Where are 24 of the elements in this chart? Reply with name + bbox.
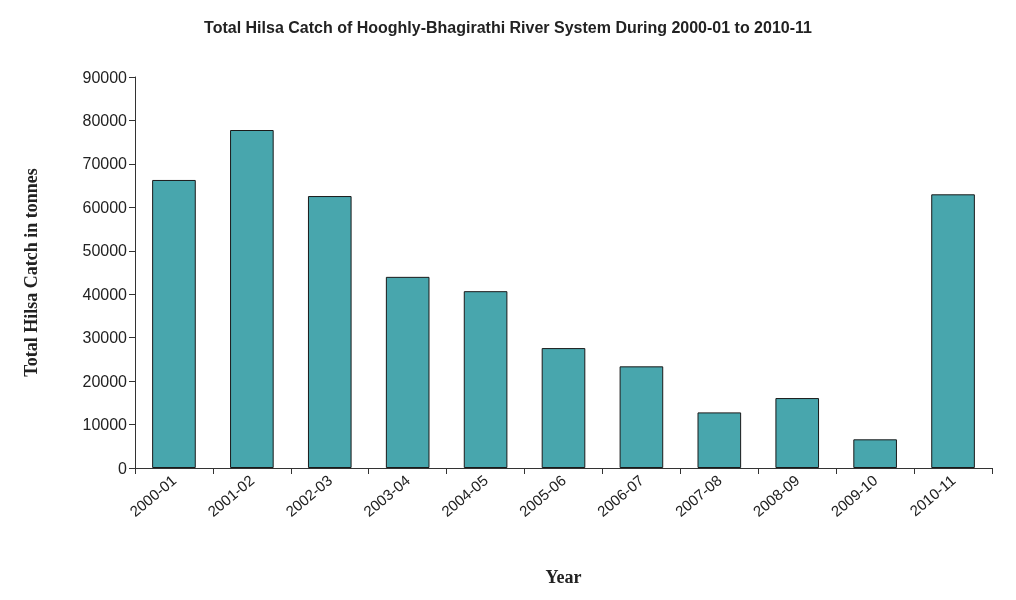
y-tick-label: 10000 (82, 416, 128, 434)
bar (775, 398, 820, 468)
bar (230, 130, 274, 468)
y-tick-label: 0 (118, 459, 128, 477)
y-tick-label: 80000 (82, 111, 128, 129)
y-axis-title: Total Hilsa Catch in tonnes (21, 168, 41, 377)
y-tick-label: 40000 (82, 285, 128, 303)
y-tick-label: 60000 (82, 198, 128, 216)
y-tick-label: 90000 (82, 68, 128, 86)
bar (541, 348, 586, 468)
y-tick-label: 20000 (82, 372, 128, 390)
bar (385, 276, 430, 468)
bar (463, 291, 508, 468)
bar (931, 194, 975, 468)
bar (152, 179, 196, 468)
y-tick-label: 30000 (82, 329, 128, 347)
bar (307, 196, 352, 468)
chart-title: Total Hilsa Catch of Hooghly-Bhagirathi River System During 2000-01 to 2010-11 (204, 18, 813, 36)
y-tick-label: 70000 (82, 155, 128, 173)
bar (853, 439, 897, 468)
y-tick-label: 50000 (82, 242, 128, 260)
bar (619, 366, 664, 468)
bar (697, 412, 742, 468)
x-axis-title: Year (545, 567, 582, 587)
